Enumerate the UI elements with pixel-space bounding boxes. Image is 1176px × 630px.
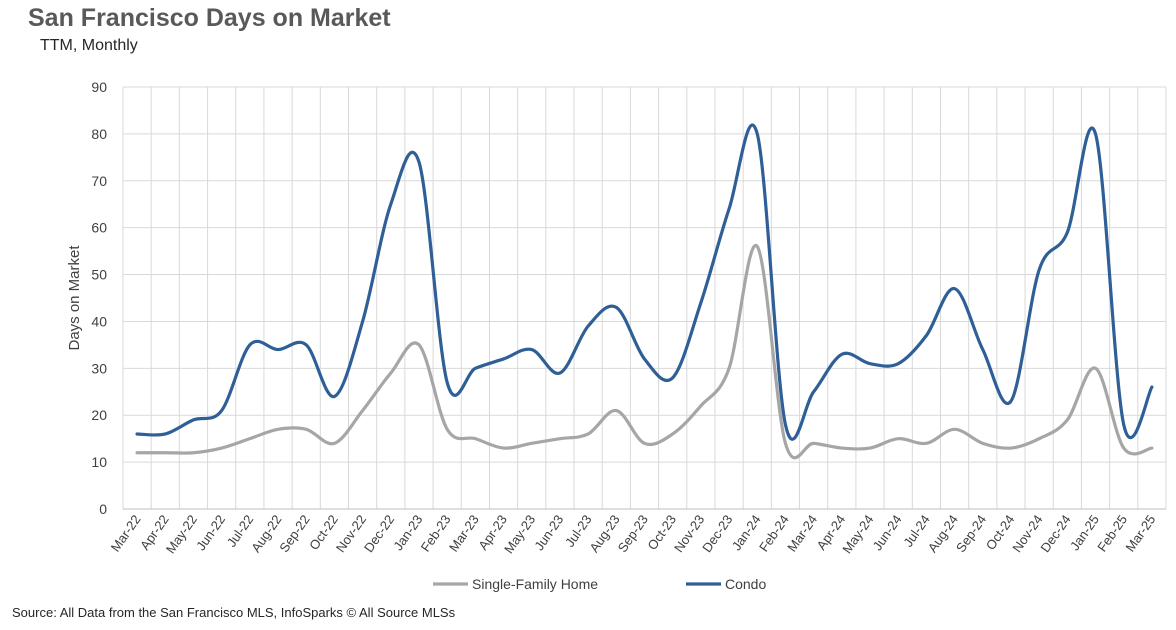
y-tick-label: 0 — [99, 501, 107, 517]
y-tick-label: 80 — [91, 126, 107, 142]
y-tick-label: 20 — [91, 407, 107, 423]
legend-single-family-home-label: Single-Family Home — [472, 576, 598, 592]
x-tick-label: Mar-25 — [1122, 512, 1158, 554]
y-tick-label: 40 — [91, 313, 107, 329]
x-tick-label: Dec-23 — [699, 512, 735, 555]
x-tick-label: Dec-24 — [1037, 512, 1073, 555]
x-tick-label: Mar-22 — [108, 512, 144, 554]
x-tick-label: Jun-24 — [870, 512, 905, 553]
x-tick-label: Sep-24 — [953, 512, 989, 555]
source-note: Source: All Data from the San Francisco … — [12, 605, 456, 620]
chart-title: San Francisco Days on Market — [28, 4, 391, 32]
x-tick-label: Sep-22 — [276, 512, 312, 555]
x-tick-label: Jun-22 — [193, 512, 228, 553]
x-tick-label: Mar-23 — [446, 512, 482, 554]
y-tick-label: 50 — [91, 267, 107, 283]
series-line-condo — [135, 123, 1154, 441]
y-tick-label: 70 — [91, 173, 107, 189]
x-tick-label: Jun-23 — [531, 512, 566, 553]
y-tick-label: 30 — [91, 360, 107, 376]
y-axis-title: Days on Market — [66, 245, 83, 351]
x-tick-label: Sep-23 — [615, 512, 651, 555]
y-tick-label: 60 — [91, 220, 107, 236]
y-tick-label: 90 — [91, 79, 107, 95]
legend-condo-label: Condo — [725, 576, 766, 592]
x-tick-label: Dec-22 — [361, 512, 397, 555]
y-tick-label: 10 — [91, 454, 107, 470]
x-tick-label: Mar-24 — [784, 512, 820, 554]
series-line-single-family-home — [135, 243, 1154, 460]
chart-subtitle: TTM, Monthly — [40, 37, 138, 54]
